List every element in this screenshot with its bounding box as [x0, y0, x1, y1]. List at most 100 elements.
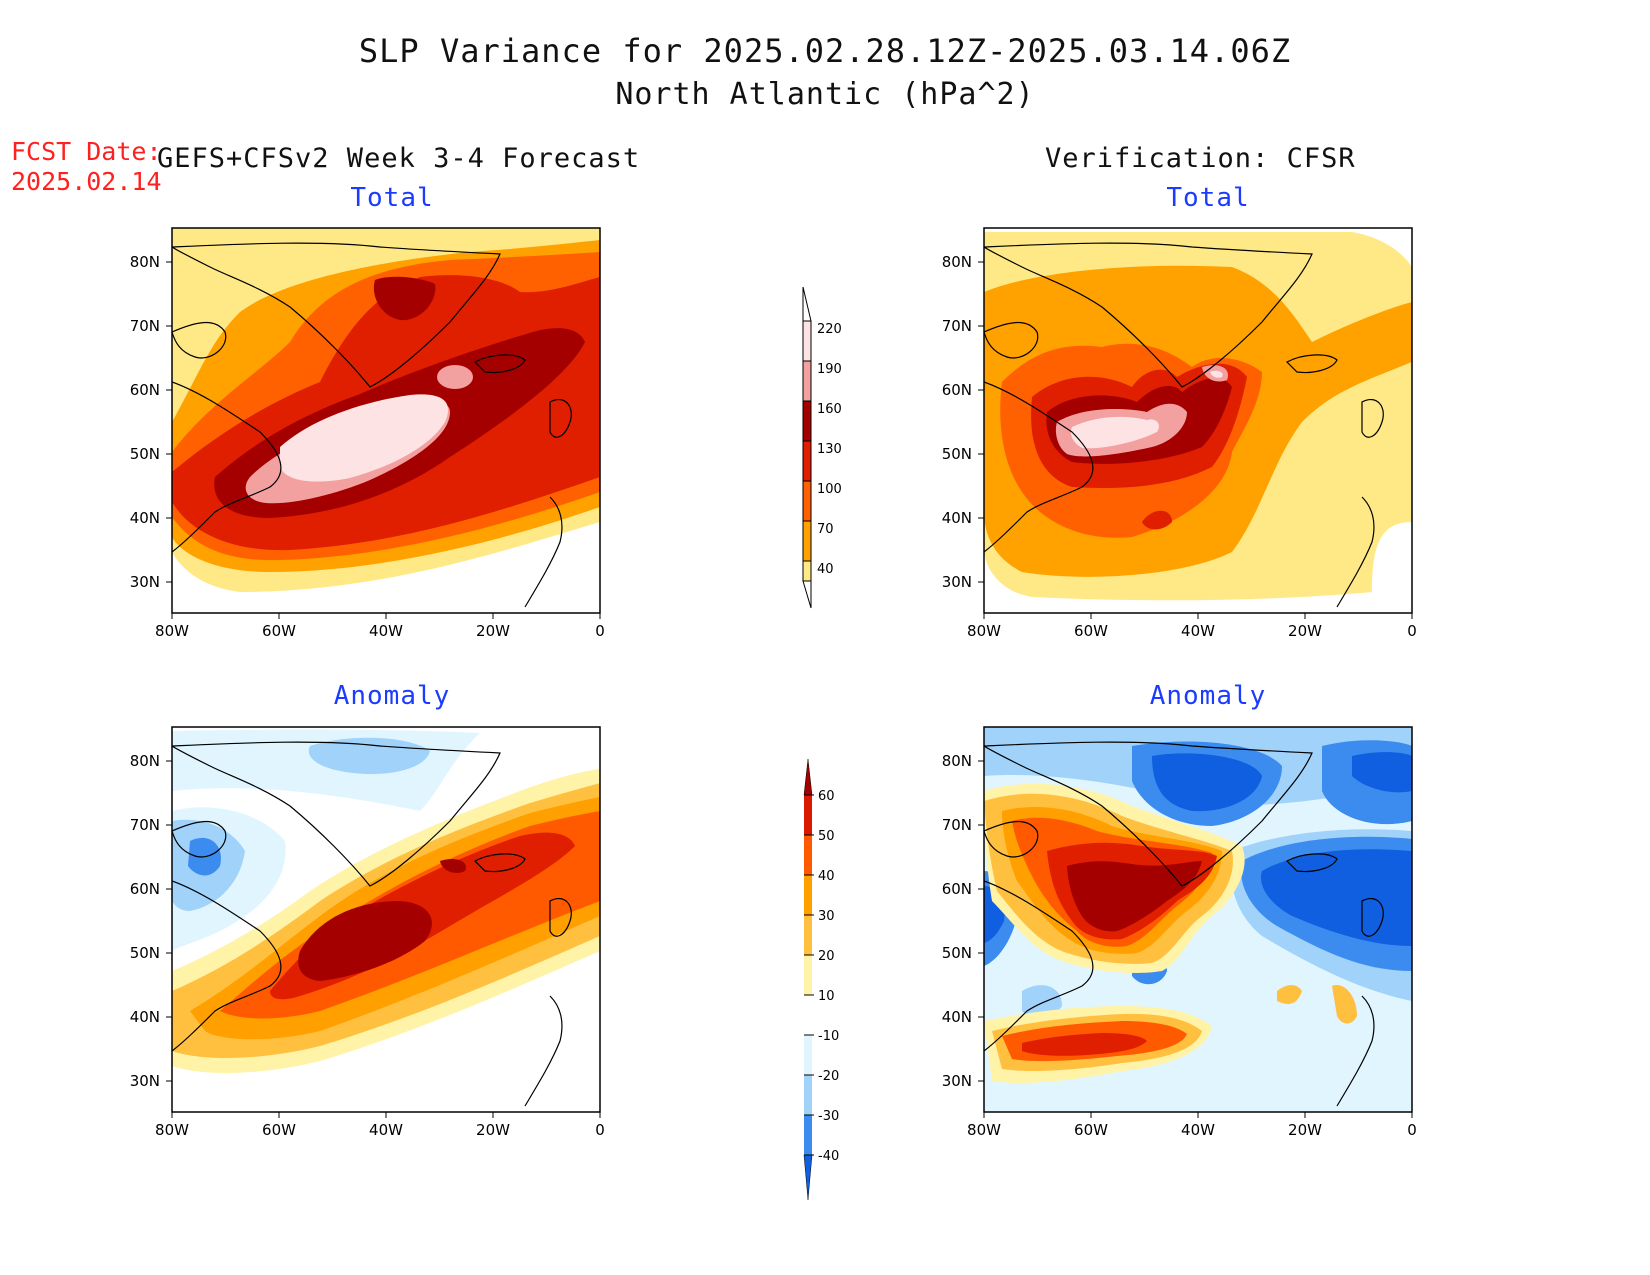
lat-label: 30N [130, 1072, 160, 1090]
colorbar-level: 20 [818, 949, 835, 964]
lat-label: 60N [130, 381, 160, 399]
page-title: SLP Variance for 2025.02.28.12Z-2025.03.… [358, 32, 1292, 70]
lat-label: 40N [942, 509, 972, 527]
lon-label: 80W [155, 622, 189, 640]
verification-total-field [984, 228, 1412, 613]
colorbar-level: 40 [818, 869, 835, 884]
colorbar-level: 220 [817, 322, 842, 337]
lon-label: 80W [967, 1121, 1001, 1139]
lat-label: 30N [942, 573, 972, 591]
colorbar-level: 190 [817, 362, 842, 377]
lat-label: 80N [130, 752, 160, 770]
lon-label: 20W [476, 1121, 510, 1139]
verification-total-map: 80N 70N 60N 50N 40N 30N 80W 60W 40W 20W … [942, 227, 1417, 640]
lat-label: 40N [942, 1008, 972, 1026]
verification-anomaly-field [984, 727, 1412, 1112]
verification-anomaly-coastlines [984, 741, 1384, 1107]
longitude-axis: 80W 60W 40W 20W 0 [155, 1112, 605, 1139]
longitude-axis: 80W 60W 40W 20W 0 [967, 613, 1417, 640]
colorbar-level: 70 [817, 522, 834, 537]
forecast-anomaly-coastlines [172, 741, 572, 1107]
latitude-axis: 80N 70N 60N 50N 40N 30N [942, 253, 984, 591]
lat-label: 60N [130, 880, 160, 898]
colorbar-level: -20 [818, 1069, 839, 1084]
lon-label: 0 [595, 622, 605, 640]
longitude-axis: 80W 60W 40W 20W 0 [155, 613, 605, 640]
lat-label: 50N [130, 944, 160, 962]
colorbar-swatch [802, 520, 812, 562]
colorbar-cap-top [803, 758, 813, 796]
colorbar-swatch [804, 915, 812, 955]
lat-label: 80N [942, 752, 972, 770]
colorbar-swatch [804, 1035, 812, 1075]
colorbar-level: 40 [817, 562, 834, 577]
forecast-total-title: Total [350, 183, 434, 213]
anomaly-colorbar: 60 50 40 30 20 10 -10 -20 -30 -40 [803, 758, 839, 1201]
colorbar-level: 10 [818, 989, 835, 1004]
colorbar-swatch [804, 875, 812, 915]
lat-label: 70N [130, 816, 160, 834]
lon-label: 0 [595, 1121, 605, 1139]
lon-label: 80W [967, 622, 1001, 640]
lon-label: 40W [369, 622, 403, 640]
colorbar-swatch [804, 955, 812, 995]
lat-label: 70N [942, 816, 972, 834]
colorbar-cap-top [802, 286, 812, 322]
lon-label: 20W [1288, 1121, 1322, 1139]
verification-anomaly-map: 80N 70N 60N 50N 40N 30N 80W 60W 40W 20W … [942, 726, 1417, 1139]
lon-label: 20W [476, 622, 510, 640]
lon-label: 40W [369, 1121, 403, 1139]
lon-label: 40W [1181, 622, 1215, 640]
lat-label: 30N [130, 573, 160, 591]
colorbar-level: 60 [818, 789, 835, 804]
colorbar-level: 160 [817, 402, 842, 417]
colorbar-swatch [802, 320, 812, 362]
latitude-axis: 80N 70N 60N 50N 40N 30N [942, 752, 984, 1090]
lat-label: 50N [942, 445, 972, 463]
colorbar-swatch [802, 440, 812, 482]
colorbar-swatch [804, 1075, 812, 1115]
colorbar-level: 130 [817, 442, 842, 457]
lon-label: 60W [1074, 622, 1108, 640]
lon-label: 20W [1288, 622, 1322, 640]
forecast-date: FCST Date: 2025.02.14 [11, 137, 162, 197]
colorbar-cap-bottom [802, 580, 812, 609]
forecast-total-field [172, 228, 600, 613]
colorbar-cap-bottom [803, 1154, 813, 1201]
colorbar-level: -30 [818, 1109, 839, 1124]
forecast-column-title: GEFS+CFSv2 Week 3-4 Forecast [157, 143, 641, 174]
total-colorbar: 220 190 160 130 100 70 40 [802, 286, 842, 609]
lon-label: 40W [1181, 1121, 1215, 1139]
page-subtitle: North Atlantic (hPa^2) [615, 77, 1035, 112]
lat-label: 50N [130, 445, 160, 463]
lat-label: 60N [942, 880, 972, 898]
verification-column-title: Verification: CFSR [1045, 143, 1356, 174]
colorbar-level: -40 [818, 1149, 839, 1164]
forecast-anomaly-map: 80N 70N 60N 50N 40N 30N 80W 60W 40W 20W … [130, 726, 605, 1139]
lon-label: 60W [262, 622, 296, 640]
lon-label: 80W [155, 1121, 189, 1139]
lon-label: 60W [262, 1121, 296, 1139]
colorbar-level: 30 [818, 909, 835, 924]
lat-label: 80N [942, 253, 972, 271]
longitude-axis: 80W 60W 40W 20W 0 [967, 1112, 1417, 1139]
lon-label: 0 [1407, 622, 1417, 640]
colorbar-swatch [802, 480, 812, 522]
lat-label: 50N [942, 944, 972, 962]
forecast-date-value: 2025.02.14 [11, 167, 162, 196]
colorbar-swatch [802, 360, 812, 402]
colorbar-swatch [804, 995, 812, 1035]
colorbar-level: 50 [818, 829, 835, 844]
verification-anomaly-title: Anomaly [1149, 681, 1267, 711]
lat-label: 70N [942, 317, 972, 335]
forecast-total-coastlines [172, 242, 572, 608]
latitude-axis: 80N 70N 60N 50N 40N 30N [130, 253, 172, 591]
lat-label: 60N [942, 381, 972, 399]
verification-total-title: Total [1166, 183, 1250, 213]
colorbar-swatch [804, 795, 812, 835]
lat-label: 30N [942, 1072, 972, 1090]
lon-label: 60W [1074, 1121, 1108, 1139]
forecast-total-map: 80N 70N 60N 50N 40N 30N 80W 60W 40W 20W … [130, 227, 605, 640]
verification-total-coastlines [984, 242, 1384, 608]
forecast-anomaly-field [172, 727, 600, 1112]
